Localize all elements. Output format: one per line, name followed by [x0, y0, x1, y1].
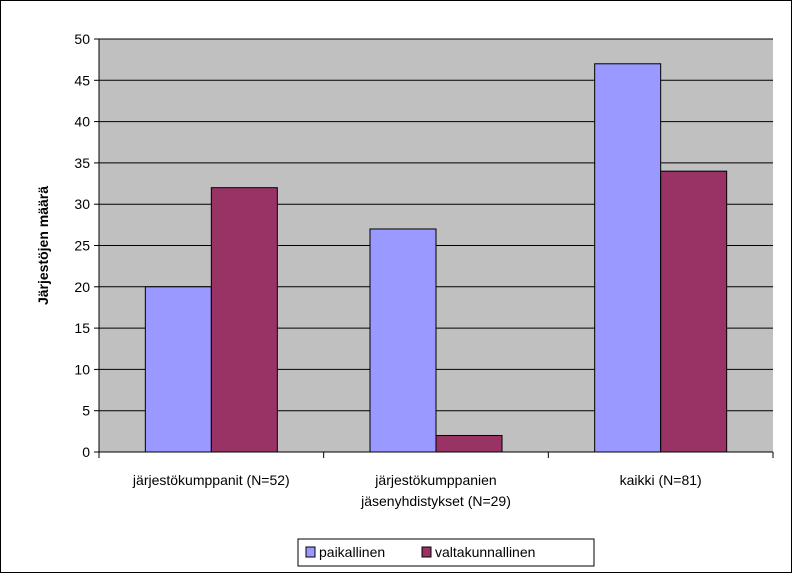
y-tick-label: 35 [74, 155, 90, 171]
bar-paikallinen-2 [594, 63, 662, 453]
y-tick-label: 30 [74, 196, 90, 212]
x-category-label: jäsenyhdistykset (N=29) [360, 493, 511, 509]
x-category-label: kaikki (N=81) [620, 472, 702, 488]
bar-valtakunnallinen-1 [435, 434, 503, 453]
y-tick-label: 25 [74, 238, 90, 254]
legend-box [297, 538, 595, 567]
y-tick-label: 15 [74, 320, 90, 336]
x-category-label: järjestökumppanien [374, 472, 496, 488]
y-tick-label: 50 [74, 31, 90, 47]
y-tick-label: 20 [74, 279, 90, 295]
y-tick-labels: 0 5 10 15 20 25 30 35 40 45 50 [74, 31, 90, 460]
y-axis-title: Järjestöjen määrä [35, 186, 51, 305]
axes [94, 38, 774, 458]
y-tick-label: 40 [74, 114, 90, 130]
bars [144, 63, 728, 453]
bar-valtakunnallinen-2 [660, 170, 728, 453]
legend-label-valtakunnallinen: valtakunnallinen [435, 544, 535, 560]
y-tick-label: 10 [74, 361, 90, 377]
legend-label-paikallinen: paikallinen [319, 544, 385, 560]
x-category-label: järjestökumppanit (N=52) [132, 472, 290, 488]
x-category-labels: järjestökumppanit (N=52) järjestökumppani… [132, 472, 702, 509]
legend-swatch-valtakunnallinen [421, 546, 432, 558]
bar-valtakunnallinen-0 [210, 187, 278, 453]
legend: paikallinen valtakunnallinen [297, 538, 595, 567]
bar-paikallinen-0 [144, 286, 212, 453]
y-tick-label: 0 [82, 444, 90, 460]
y-tick-label: 5 [82, 403, 90, 419]
bar-paikallinen-1 [369, 228, 437, 453]
legend-swatch-paikallinen [305, 546, 316, 558]
y-tick-label: 45 [74, 72, 90, 88]
